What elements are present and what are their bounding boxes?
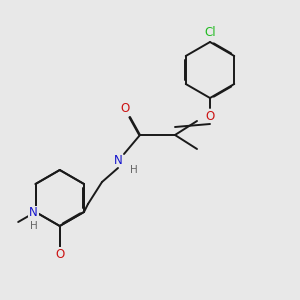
- Text: N: N: [29, 206, 38, 220]
- Text: H: H: [130, 165, 138, 175]
- Text: O: O: [55, 248, 64, 260]
- Text: N: N: [114, 154, 122, 166]
- Text: H: H: [30, 221, 38, 231]
- Text: O: O: [120, 103, 130, 116]
- Text: Cl: Cl: [204, 26, 216, 38]
- Text: O: O: [206, 110, 214, 122]
